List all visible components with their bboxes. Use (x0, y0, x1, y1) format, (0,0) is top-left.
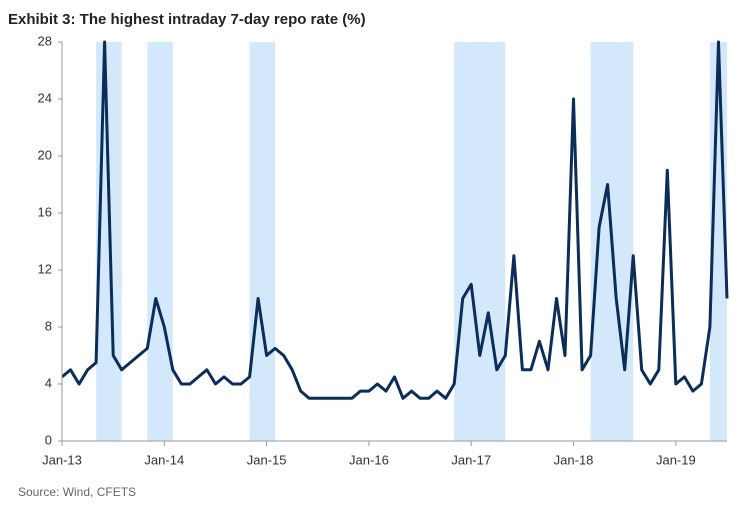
x-tick-label: Jan-15 (247, 452, 287, 467)
shaded-period (454, 42, 506, 441)
x-tick-label: Jan-13 (42, 452, 82, 467)
y-tick-label: 8 (45, 318, 52, 333)
y-tick-label: 16 (38, 204, 52, 219)
x-tick-label: Jan-18 (554, 452, 594, 467)
chart-title: Exhibit 3: The highest intraday 7-day re… (8, 11, 366, 28)
shaded-period (147, 42, 173, 441)
y-tick-label: 12 (38, 261, 52, 276)
x-tick-label: Jan-16 (349, 452, 389, 467)
y-tick-label: 28 (38, 33, 52, 48)
x-tick-label: Jan-14 (144, 452, 184, 467)
shaded-period (249, 42, 276, 441)
y-tick-label: 20 (38, 147, 52, 162)
x-tick-label: Jan-17 (451, 452, 491, 467)
y-tick-label: 4 (45, 375, 52, 390)
y-tick-label: 0 (45, 432, 52, 447)
y-tick-label: 24 (38, 90, 52, 105)
x-tick-label: Jan-19 (656, 452, 696, 467)
data-line (61, 40, 729, 400)
source-note: Source: Wind, CFETS (18, 485, 136, 499)
